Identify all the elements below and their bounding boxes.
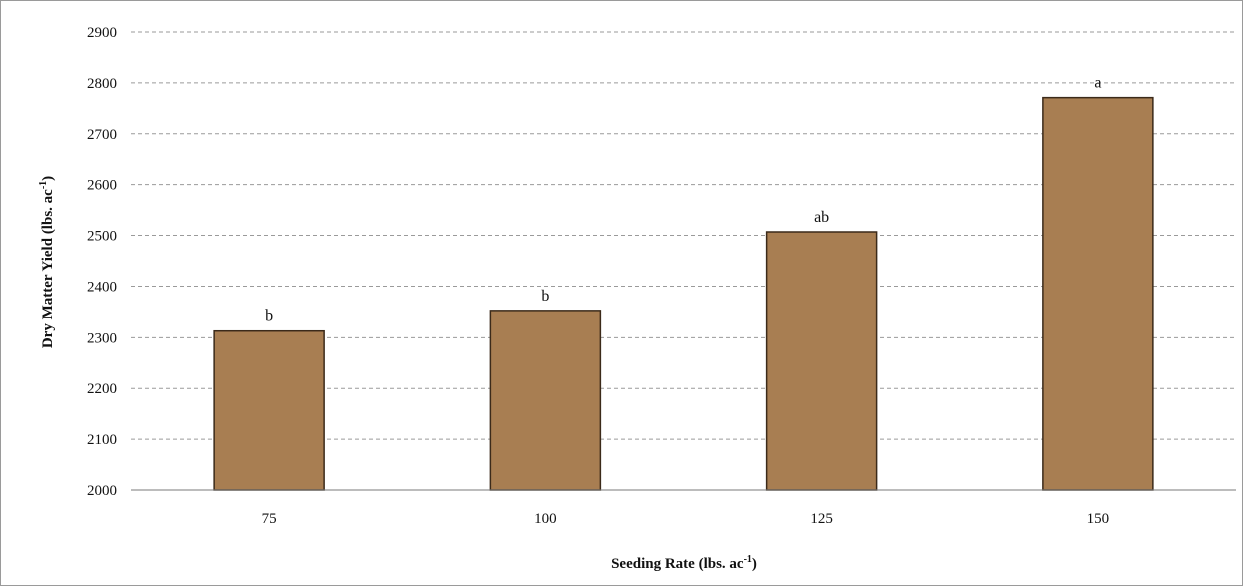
bars [213, 96, 1154, 491]
y-axis-ticks: 2000 2100 2200 2300 2400 2500 2600 2700 2800 2900 [87, 25, 117, 499]
y-tick-label: 2000 [87, 483, 117, 499]
x-axis-title: Seeding Rate (lbs. ac-1) [611, 554, 757, 572]
bar-100 [489, 310, 602, 491]
x-tick-label: 75 [262, 511, 277, 527]
significance-letter: b [265, 308, 273, 325]
y-tick-label: 2600 [87, 178, 117, 194]
y-tick-label: 2300 [87, 330, 117, 346]
bar-150 [1042, 96, 1154, 491]
y-tick-label: 2700 [87, 127, 117, 143]
significance-letter: a [1094, 75, 1101, 92]
x-tick-label: 100 [534, 511, 557, 527]
y-tick-label: 2400 [87, 279, 117, 295]
y-axis-title: Dry Matter Yield (lbs. ac-1) [38, 176, 56, 348]
y-tick-label: 2100 [87, 432, 117, 448]
significance-letter: ab [814, 209, 829, 226]
x-tick-label: 150 [1087, 511, 1110, 527]
bar-letter-labels: b b ab a [265, 75, 1101, 325]
bar-125 [765, 231, 878, 491]
y-tick-label: 2500 [87, 229, 117, 245]
y-tick-label: 2800 [87, 76, 117, 92]
y-tick-label: 2200 [87, 381, 117, 397]
x-axis-categories: 75 100 125 150 [262, 511, 1110, 527]
x-tick-label: 125 [810, 511, 833, 527]
bar-75 [213, 329, 325, 491]
y-tick-label: 2900 [87, 25, 117, 41]
significance-letter: b [541, 288, 549, 305]
